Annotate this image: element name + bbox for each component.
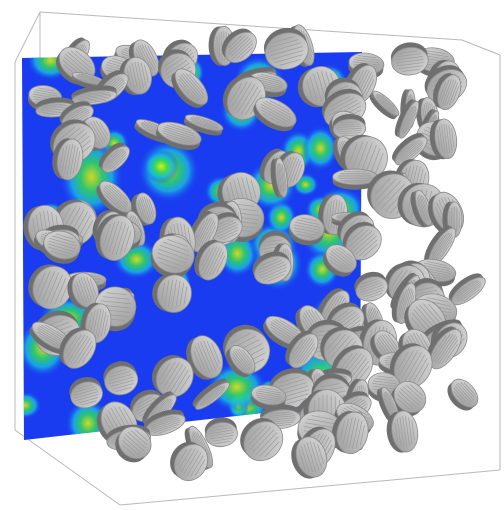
scene [0,0,504,510]
field-hotspot [143,149,179,183]
page: (() => { const data = JSON.parse(documen… [0,0,504,510]
